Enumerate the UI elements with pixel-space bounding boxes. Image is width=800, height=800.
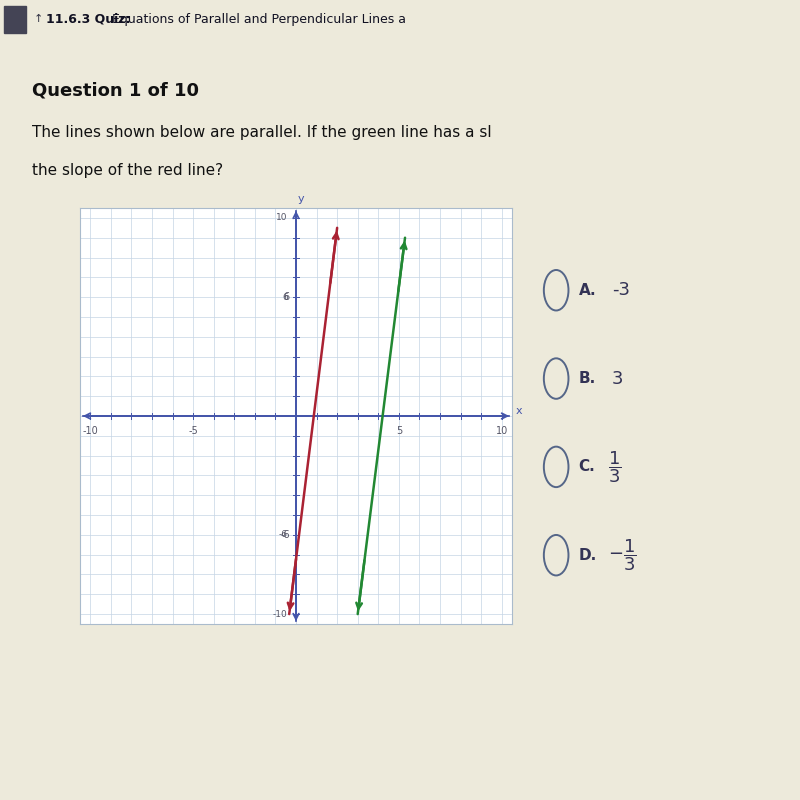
Text: The lines shown below are parallel. If the green line has a sl: The lines shown below are parallel. If t… [32,126,492,141]
Text: 10: 10 [276,214,288,222]
Text: -10: -10 [82,426,98,436]
Text: 6: 6 [284,292,290,302]
Text: -6: -6 [280,530,290,540]
Text: y: y [298,194,305,204]
Text: Equations of Parallel and Perpendicular Lines a: Equations of Parallel and Perpendicular … [108,13,406,26]
Text: x: x [516,406,522,416]
Text: 5: 5 [396,426,402,436]
Text: B.: B. [578,371,596,386]
Bar [4,6,26,33]
Text: D.: D. [578,548,597,562]
Text: 11.6.3 Quiz:: 11.6.3 Quiz: [46,13,131,26]
Text: Question 1 of 10: Question 1 of 10 [32,81,199,99]
Text: -5: -5 [188,426,198,436]
Text: 3: 3 [612,370,624,387]
Text: -3: -3 [612,282,630,299]
Text: $\dfrac{1}{3}$: $\dfrac{1}{3}$ [608,449,621,485]
Text: -10: -10 [273,610,288,618]
Text: 6: 6 [282,293,288,302]
Text: A.: A. [578,282,596,298]
Text: -6: -6 [278,530,288,539]
Text: $-\dfrac{1}{3}$: $-\dfrac{1}{3}$ [608,538,636,573]
Text: ↑: ↑ [34,14,43,24]
Text: 10: 10 [495,426,508,436]
Text: the slope of the red line?: the slope of the red line? [32,163,223,178]
Text: C.: C. [578,459,595,474]
